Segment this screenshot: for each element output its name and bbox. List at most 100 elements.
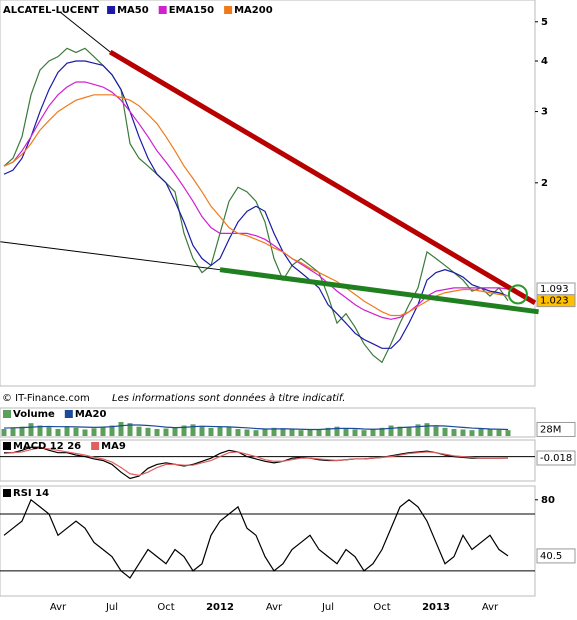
y-tick-label: 2 <box>541 178 548 189</box>
value-tag <box>536 548 576 564</box>
legend-label: MA200 <box>234 5 273 16</box>
trendline <box>108 49 537 306</box>
rsi-panel <box>0 485 536 597</box>
x-tick-label: Jul <box>321 602 334 613</box>
volume-bar <box>505 430 511 436</box>
price-tag-label: 1.093 <box>540 284 569 295</box>
volume-bar <box>379 427 385 436</box>
volume-bar <box>496 429 502 436</box>
series-line <box>3 498 509 579</box>
x-tick-label: 2013 <box>422 602 450 613</box>
volume-bar <box>271 427 277 436</box>
highlight-circle <box>507 284 528 305</box>
volume-bar <box>172 427 178 436</box>
value-tag-label: 40.5 <box>540 551 562 562</box>
volume-bar <box>406 427 412 436</box>
legend-label: EMA150 <box>169 5 214 16</box>
volume-bar <box>460 429 466 436</box>
volume-bar <box>1 429 7 436</box>
volume-bar <box>343 429 349 436</box>
volume-bar <box>28 423 34 436</box>
volume-bar <box>397 426 403 436</box>
chart-title: ALCATEL-LUCENT <box>3 5 99 16</box>
legend-label: MA9 <box>101 441 126 452</box>
legend-label: MA50 <box>117 5 149 16</box>
x-tick-label: Avr <box>50 602 67 613</box>
value-tag <box>536 421 576 437</box>
series-line <box>3 447 508 476</box>
value-tag-label: -0.018 <box>540 453 572 464</box>
disclaimer: Les informations sont données à titre in… <box>112 392 345 404</box>
volume-bar <box>37 425 43 436</box>
volume-bar <box>325 427 331 436</box>
volume-bar <box>298 430 304 436</box>
volume-bar <box>64 426 70 436</box>
volume-bar <box>127 423 133 436</box>
trendline <box>59 11 111 53</box>
volume-bar <box>217 426 223 436</box>
series-line <box>3 47 509 364</box>
legend-swatch <box>3 489 11 497</box>
trendline <box>219 267 539 315</box>
volume-bar <box>163 428 169 436</box>
volume-bar <box>361 430 367 436</box>
volume-bar <box>469 430 475 436</box>
volume-bar <box>316 429 322 436</box>
volume-bar <box>262 429 268 436</box>
value-tag <box>536 450 576 466</box>
legend-swatch <box>158 6 167 14</box>
volume-bar <box>424 423 430 436</box>
legend-swatch <box>107 6 116 14</box>
x-tick-label: Oct <box>157 602 174 613</box>
legend-swatch <box>3 410 11 418</box>
volume-bar <box>118 422 124 436</box>
y-tick-label: 80 <box>541 495 555 506</box>
x-tick-label: Jul <box>105 602 118 613</box>
volume-bar <box>289 429 295 436</box>
series-line <box>3 60 509 349</box>
volume-bar <box>307 429 313 436</box>
legend-label: RSI 14 <box>13 488 49 499</box>
volume-bar <box>235 429 241 436</box>
series-line <box>3 424 509 431</box>
legend-swatch <box>3 442 11 450</box>
y-tick-label: 3 <box>541 107 548 118</box>
volume-bar <box>487 429 493 436</box>
volume-bar <box>136 426 142 436</box>
value-tag-label: 28M <box>540 424 561 435</box>
volume-bar <box>82 429 88 436</box>
volume-bar <box>208 427 214 436</box>
volume-bar <box>370 429 376 436</box>
volume-bar <box>334 426 340 436</box>
volume-bar <box>46 427 52 436</box>
volume-bar <box>388 425 394 436</box>
volume-bar <box>451 429 457 436</box>
volume-bar <box>109 425 115 436</box>
legend-swatch <box>91 442 100 450</box>
volume-bar <box>181 425 187 436</box>
legend-label: MA20 <box>75 409 107 420</box>
volume-bar <box>154 429 160 436</box>
legend-label: MACD 12 26 <box>13 441 81 452</box>
volume-bar <box>91 428 97 436</box>
volume-bar <box>253 430 259 436</box>
volume-bar <box>433 426 439 436</box>
x-tick-label: Oct <box>373 602 390 613</box>
source: © IT-Finance.com <box>2 393 90 404</box>
volume-bar <box>280 428 286 436</box>
series-line <box>3 94 509 317</box>
price-panel <box>0 0 536 387</box>
price-tag <box>536 294 576 308</box>
volume-bar <box>10 427 16 436</box>
series-line <box>4 446 509 480</box>
volume-bar <box>190 424 196 436</box>
legend-swatch <box>64 410 73 418</box>
volume-bar <box>19 426 25 436</box>
legend-swatch <box>224 6 233 14</box>
x-tick-label: Avr <box>482 602 499 613</box>
volume-bar <box>55 429 61 436</box>
volume-bar <box>415 424 421 436</box>
volume-bar <box>478 429 484 436</box>
volume-bar <box>100 426 106 436</box>
